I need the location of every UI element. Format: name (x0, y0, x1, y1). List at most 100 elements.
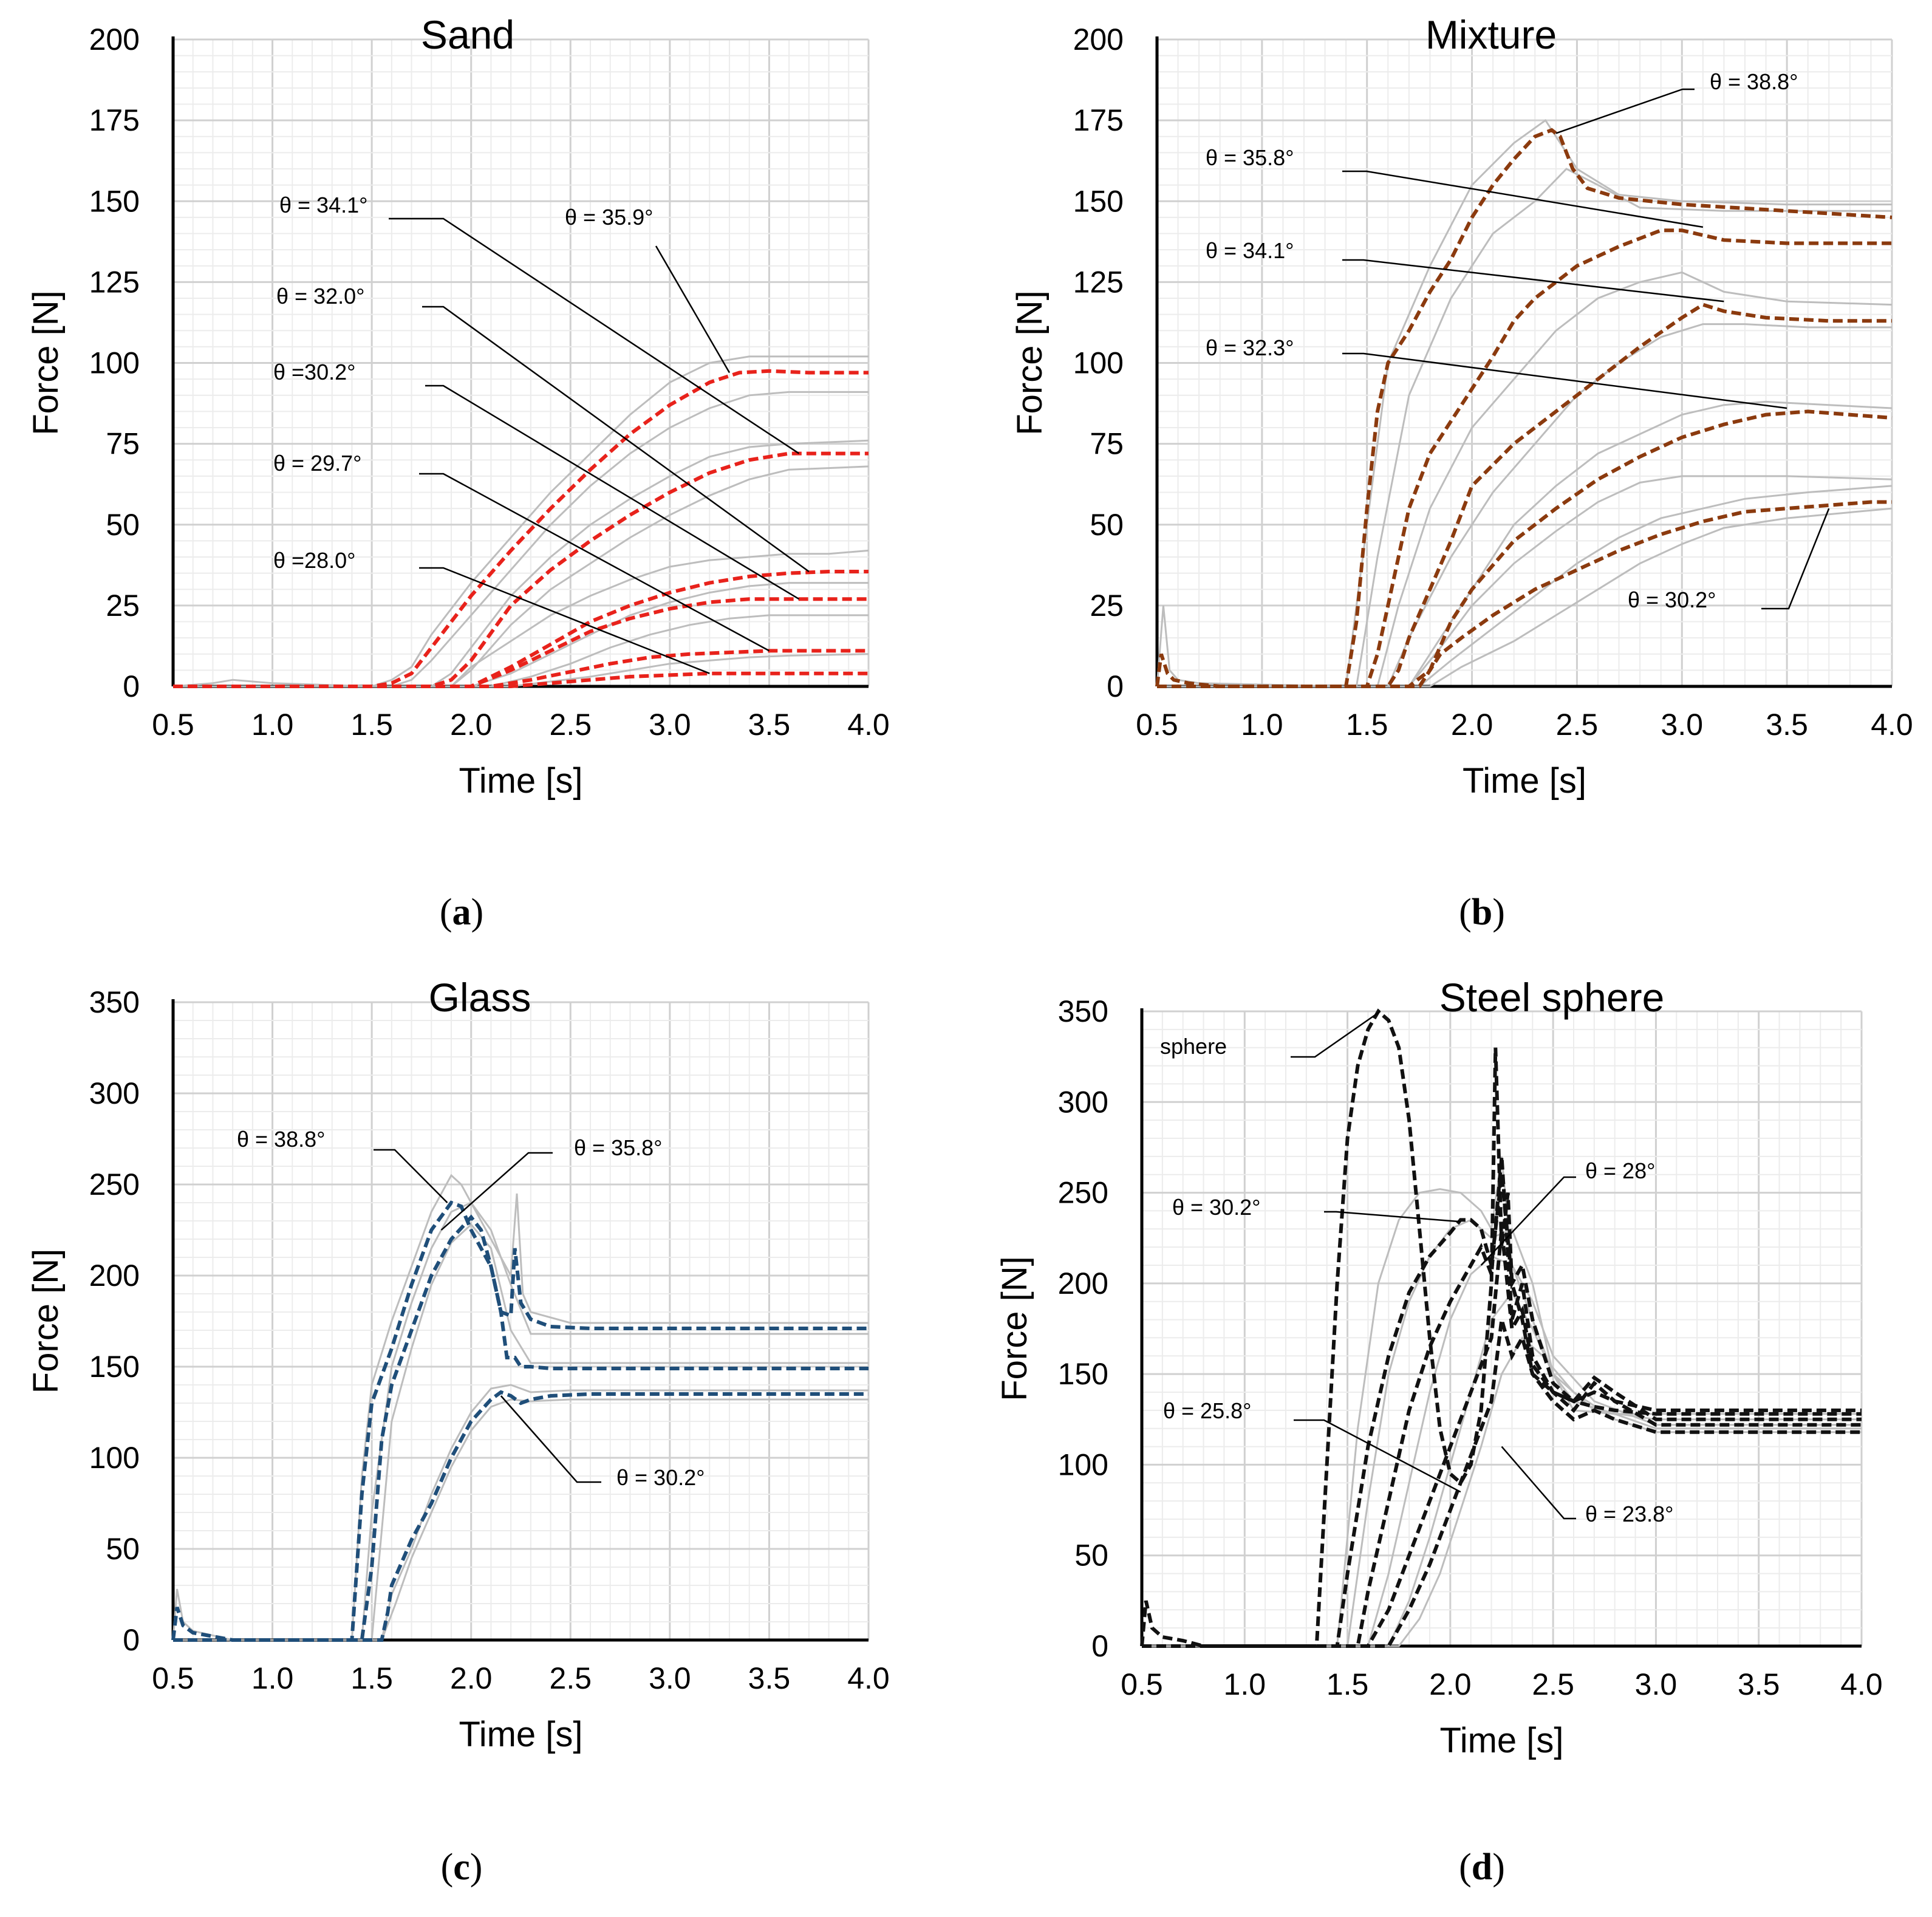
x-tick-label: 2.0 (450, 1661, 493, 1695)
series-line (173, 369, 869, 688)
annotation-leader (1291, 1010, 1381, 1058)
grey-series-line (173, 1398, 869, 1641)
y-tick-label: 50 (1090, 508, 1124, 542)
series-group (1155, 128, 1893, 688)
x-tick-label: 1.0 (1241, 708, 1283, 742)
x-tick-label: 2.0 (450, 708, 493, 742)
x-tick-label: 0.5 (1136, 708, 1178, 742)
series-line (1142, 1228, 1862, 1648)
y-tick-label: 350 (1058, 994, 1108, 1028)
annotation-leader (1294, 1419, 1461, 1493)
x-tick-label: 4.0 (847, 1661, 890, 1695)
y-tick-label: 50 (106, 508, 140, 542)
y-tick-label: 100 (89, 346, 140, 380)
annotation-label: θ = 35.9° (565, 205, 654, 230)
chart-title: Sand (421, 12, 514, 57)
y-tick-label: 50 (1074, 1539, 1108, 1573)
y-tick-label: 0 (123, 1623, 140, 1657)
y-tick-label: 0 (123, 669, 140, 703)
x-tick-label: 1.5 (1346, 708, 1388, 742)
annotation-leader (419, 473, 770, 652)
grey-series-line (173, 582, 869, 688)
annotation-label: θ =28.0° (273, 548, 356, 573)
grey-series-group (1156, 118, 1893, 688)
series-line (171, 1200, 869, 1642)
annotation-leader (1480, 1176, 1576, 1266)
grey-series-line (1142, 1156, 1862, 1647)
x-tick-label: 0.5 (152, 708, 194, 742)
grey-series-line (172, 1174, 869, 1641)
annotation-label: θ = 25.8° (1163, 1398, 1252, 1423)
x-tick-label: 0.5 (1121, 1667, 1163, 1701)
y-tick-label: 300 (89, 1076, 140, 1110)
grey-series-line (172, 355, 869, 688)
annotation-label: θ = 29.7° (273, 451, 362, 476)
annotation-label: θ = 38.8° (1710, 69, 1798, 94)
annotations: θ = 34.1° θ = 35.9° θ = 32.0° θ =30.2° θ = 2… (273, 193, 810, 674)
series-line (173, 671, 869, 688)
x-axis-label: Time [s] (459, 1715, 582, 1754)
annotation-leader (1342, 259, 1724, 302)
x-tick-label: 3.5 (1766, 708, 1808, 742)
annotations: θ = 38.8° θ = 35.8° θ = 34.1° θ = 32.3° θ = … (1206, 69, 1830, 612)
series-group (171, 1200, 869, 1642)
y-tick-label: 200 (89, 1259, 140, 1293)
panel-mixture: 0.5 1.0 1.5 2.0 2.5 3.0 3.5 4.0 0 25 50 75 100 125 150… (1010, 12, 1913, 801)
series-line (1142, 1174, 1862, 1648)
grey-series-line (173, 549, 869, 688)
x-axis-label: Time [s] (1439, 1721, 1563, 1760)
y-tick-label: 150 (89, 1350, 140, 1384)
panel-steel-sphere: 0.5 1.0 1.5 2.0 2.5 3.0 3.5 4.0 0 50 100 150 200 250 3… (995, 975, 1883, 1760)
annotation-leader (655, 245, 731, 374)
grey-series-line (1142, 1255, 1862, 1647)
y-tick-label: 250 (1058, 1176, 1108, 1210)
x-tick-label: 0.5 (152, 1661, 194, 1695)
annotation-leader (1342, 352, 1787, 409)
annotation-label: θ = 30.2° (1628, 587, 1716, 612)
y-tick-label: 100 (1073, 346, 1124, 380)
series-line (1142, 1319, 1862, 1648)
x-tick-label: 4.0 (1840, 1667, 1883, 1701)
caption-b: (b) (1459, 892, 1505, 933)
grey-series-line (1156, 118, 1892, 688)
grid (172, 38, 870, 688)
chart-title: Glass (429, 975, 531, 1020)
panel-sand: 0.5 1.0 1.5 2.0 2.5 3.0 3.5 4.0 0 25 50 75 100 125 150… (26, 12, 890, 801)
x-tick-label: 3.0 (649, 1661, 691, 1695)
y-tick-label: 75 (1090, 427, 1124, 461)
grey-series-line (173, 1201, 869, 1641)
grey-series-line (1157, 168, 1892, 688)
y-axis-label: Force [N] (26, 1249, 66, 1394)
annotation-leader (374, 1149, 448, 1203)
grey-series-line (1142, 1291, 1862, 1647)
grey-series-line (173, 1384, 869, 1641)
series-line (173, 570, 869, 688)
x-tick-label: 1.0 (251, 1661, 294, 1695)
y-tick-label: 75 (106, 427, 140, 461)
series-line (173, 451, 869, 688)
chart-title: Mixture (1425, 12, 1557, 57)
grey-series-line (1157, 323, 1892, 688)
y-tick-label: 125 (1073, 265, 1124, 299)
grey-series-group (172, 1174, 869, 1641)
x-tick-label: 1.5 (1326, 1667, 1369, 1701)
annotation-leader (1555, 88, 1695, 134)
series-line (173, 649, 869, 688)
y-tick-label: 200 (1058, 1266, 1108, 1300)
x-tick-label: 2.0 (1429, 1667, 1472, 1701)
annotation-label: θ = 30.2° (616, 1465, 705, 1490)
series-group (173, 369, 869, 688)
x-tick-label: 2.5 (550, 1661, 592, 1695)
annotation-label: θ = 28° (1585, 1158, 1656, 1183)
x-tick-label: 3.0 (649, 708, 691, 742)
y-tick-label: 0 (1091, 1629, 1108, 1663)
y-axis-label: Force [N] (1010, 290, 1050, 436)
series-line (1142, 1156, 1862, 1648)
y-tick-label: 250 (89, 1167, 140, 1201)
annotation-label: sphere (1160, 1034, 1227, 1059)
y-tick-label: 350 (89, 985, 140, 1019)
x-tick-label: 3.0 (1661, 708, 1704, 742)
series-line (1140, 1008, 1862, 1648)
annotation-label: θ = 35.8° (1206, 145, 1294, 170)
